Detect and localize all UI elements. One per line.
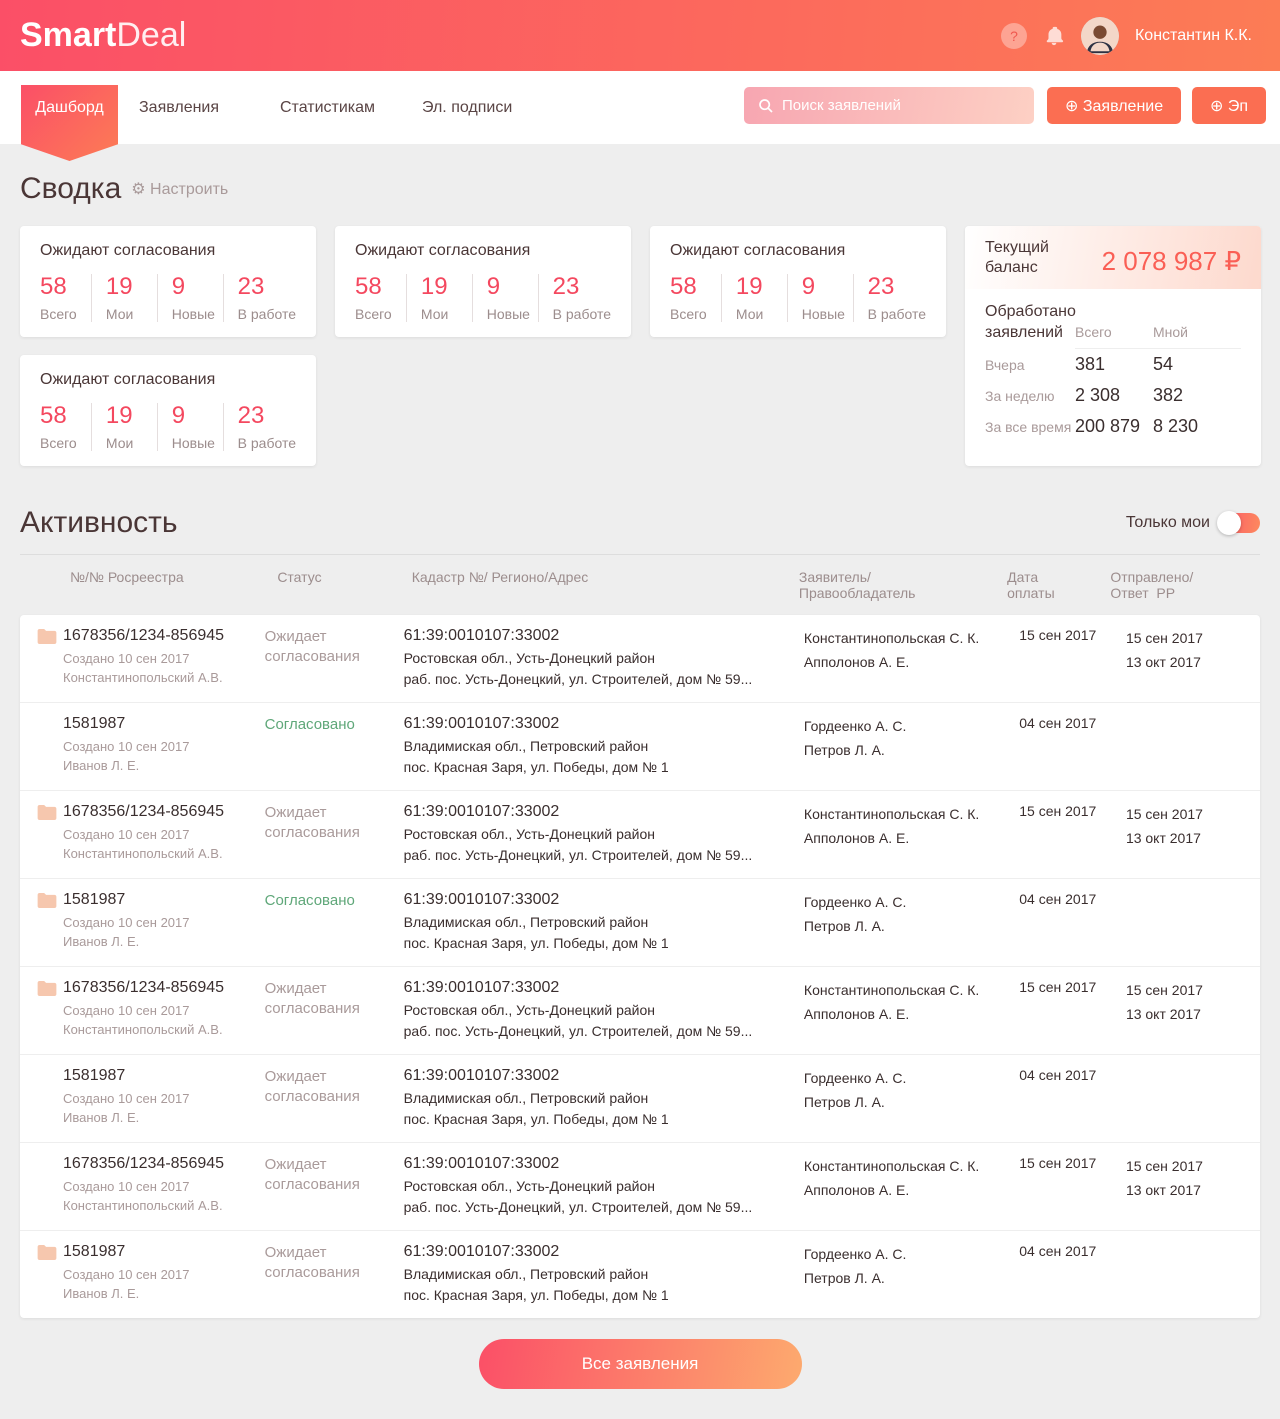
svg-text:?: ? [1010, 28, 1018, 44]
